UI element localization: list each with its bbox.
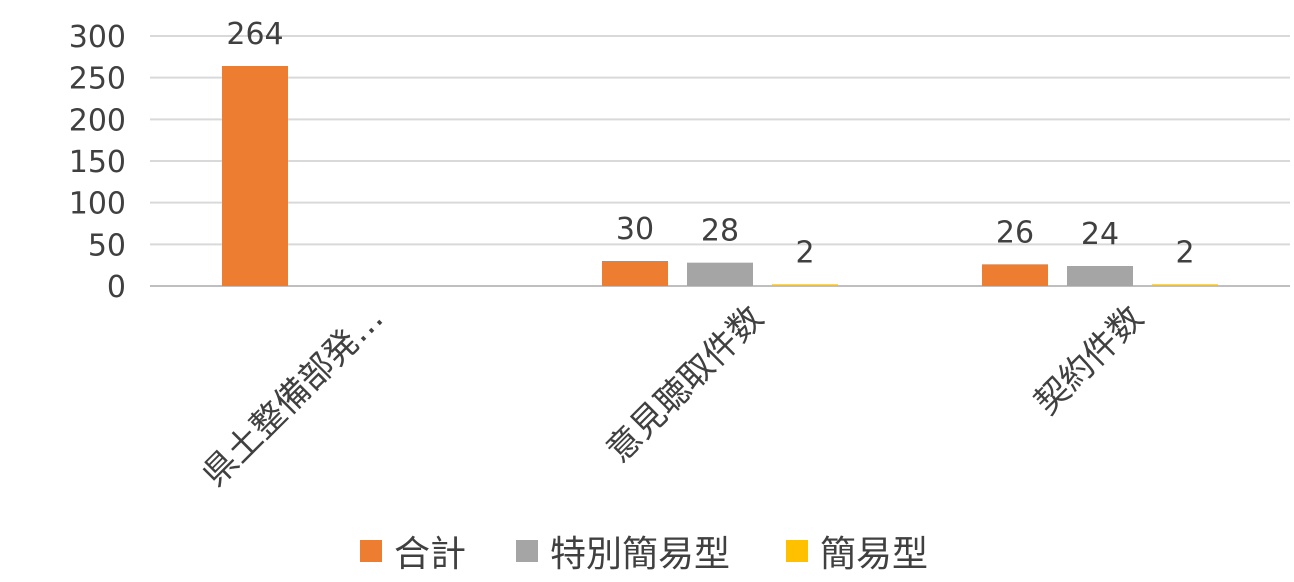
y-tick-label: 300 bbox=[69, 20, 126, 55]
bars bbox=[222, 66, 1218, 286]
legend-swatch bbox=[786, 540, 808, 562]
y-tick-label: 50 bbox=[88, 228, 126, 263]
legend-label: 特別簡易型 bbox=[550, 534, 730, 575]
grid-layer bbox=[150, 35, 1290, 287]
bar bbox=[222, 66, 288, 286]
legend-swatch bbox=[516, 540, 538, 562]
category-label: 契約件数 bbox=[1027, 298, 1151, 422]
bar bbox=[687, 262, 753, 286]
legend-swatch bbox=[360, 540, 382, 562]
data-label: 24 bbox=[1081, 217, 1119, 252]
category-label: 意見聴取件数 bbox=[599, 298, 772, 471]
category-label: 県土整備部発… bbox=[195, 298, 392, 495]
y-tick-label: 150 bbox=[69, 145, 126, 180]
bar bbox=[772, 284, 838, 286]
y-tick-label: 200 bbox=[69, 103, 126, 138]
bar bbox=[982, 264, 1048, 286]
legend-label: 簡易型 bbox=[820, 534, 928, 575]
y-tick-label: 250 bbox=[69, 62, 126, 97]
data-label: 26 bbox=[996, 215, 1034, 250]
bar bbox=[602, 261, 668, 286]
y-axis-ticks: 0 50 100 150 200 250 300 bbox=[69, 20, 126, 305]
data-label: 28 bbox=[701, 214, 739, 249]
data-label: 2 bbox=[1175, 235, 1194, 270]
legend: 合計 特別簡易型 簡易型 bbox=[360, 534, 928, 575]
data-label: 264 bbox=[226, 17, 283, 52]
data-labels: 264 30 28 2 26 24 2 bbox=[226, 17, 1194, 270]
bar bbox=[1067, 266, 1133, 286]
data-label: 2 bbox=[795, 235, 814, 270]
data-label: 30 bbox=[616, 212, 654, 247]
y-tick-label: 0 bbox=[107, 270, 126, 305]
legend-label: 合計 bbox=[394, 534, 466, 575]
x-axis-categories: 県土整備部発… 意見聴取件数 契約件数 bbox=[195, 298, 1152, 495]
bar bbox=[1152, 284, 1218, 286]
y-tick-label: 100 bbox=[69, 187, 126, 222]
